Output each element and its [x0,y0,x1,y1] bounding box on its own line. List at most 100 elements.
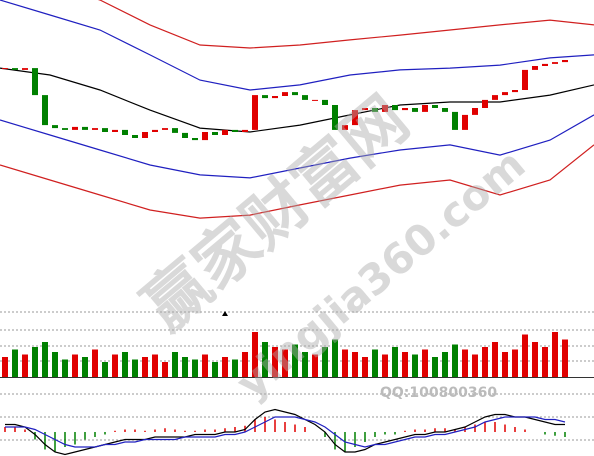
candle [272,96,278,99]
candle [382,105,388,112]
candle [202,132,208,141]
volume-bar [362,357,368,377]
candle [212,132,218,135]
volume-bar [32,347,38,377]
volume-bar [62,359,68,377]
candle [512,90,518,93]
candle [92,128,98,130]
volume-bar [52,352,58,377]
volume-bar [22,354,28,377]
candle [542,63,548,66]
candle [562,60,568,63]
candle [402,108,408,111]
candle [372,108,378,112]
volume-bar [492,342,498,377]
volume-bar [552,332,558,377]
candle [502,92,508,96]
candle [442,108,448,112]
volume-bar [122,352,128,377]
volume-bar [272,347,278,377]
candle [342,125,348,130]
volume-bar [152,354,158,377]
volume-bar [472,354,478,377]
volume-bar [232,359,238,377]
candle [152,129,158,132]
line [97,0,594,49]
volume-bar [372,349,378,377]
volume-bar [2,357,8,377]
candle [422,105,428,112]
volume-bar [382,354,388,377]
candle [72,126,78,130]
volume-bar [222,357,228,377]
candle [332,105,338,130]
candle [12,68,18,70]
volume-bar [302,352,308,377]
marker [222,311,228,316]
volume-bar [442,352,448,377]
volume-bar [202,354,208,377]
volume-bar [352,352,358,377]
candle [122,129,128,135]
volume-bar [42,342,48,377]
candle [142,132,148,138]
candle [302,95,308,100]
volume-bar [172,352,178,377]
price-pane [0,0,594,219]
candle [62,128,68,130]
volume-bar [432,357,438,377]
candle [162,128,168,130]
volume-bar [242,352,248,377]
candle [42,95,48,126]
volume-bar [522,334,528,377]
candle [532,66,538,70]
candle [462,114,468,130]
candle [112,129,118,132]
candle [452,111,458,130]
candle [102,128,108,132]
candle [282,92,288,96]
candle [172,128,178,133]
candle [482,99,488,108]
candle [412,108,418,112]
volume-bar [132,359,138,377]
volume-bar [562,339,568,377]
volume-bar [502,352,508,377]
volume-bar [82,357,88,377]
candle [192,138,198,141]
line [5,416,566,448]
volume-bar [72,354,78,377]
candle [312,99,318,101]
candle [22,68,28,70]
volume-pane [2,332,568,377]
volume-bar [142,357,148,377]
volume-bar [262,342,268,377]
volume-bar [452,344,458,377]
volume-bar [462,349,468,377]
volume-bar [532,342,538,377]
volume-bar [482,347,488,377]
candle [32,68,38,96]
candle [352,110,358,126]
volume-bar [412,354,418,377]
candle [322,99,328,105]
candle [292,92,298,96]
candle [392,105,398,111]
volume-bar [162,362,168,377]
candle [182,132,188,138]
volume-bar [292,344,298,377]
volume-bar [192,359,198,377]
volume-bar [112,354,118,377]
candle [362,108,368,111]
candle [222,129,228,135]
candle [522,69,528,90]
candle [232,129,238,132]
volume-bar [342,349,348,377]
volume-bar [402,352,408,377]
volume-bar [182,357,188,377]
volume-bar [312,354,318,377]
line [0,144,594,219]
candle [52,125,58,129]
candle [552,62,558,64]
volume-bar [12,349,18,377]
